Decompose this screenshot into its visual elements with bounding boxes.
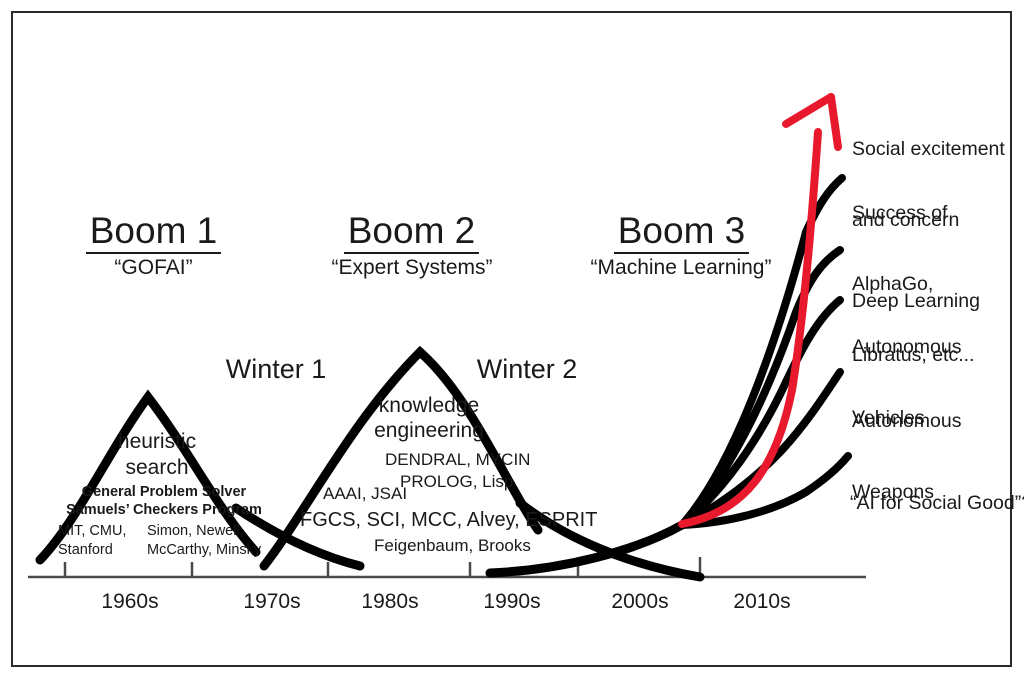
branch-label-deep-learning: Deep Learning	[852, 242, 1020, 361]
axis-label-1960s: 1960s	[101, 590, 159, 613]
winter-2-label: Winter 2	[476, 354, 578, 384]
boom-1-subtitle: “GOFAI”	[114, 256, 193, 279]
branch-label-autonomous-vehicles: Autonomous Vehicles	[852, 288, 1020, 478]
curve-boom-3-base	[485, 520, 687, 578]
branch-label-ai-social-good: “AI for Social Good”?	[850, 444, 1024, 563]
boom-1-places-line-1: MIT, CMU,	[58, 523, 127, 539]
boom-1-places-line-2: Stanford	[58, 542, 113, 558]
curve-winter-1-tail	[231, 503, 365, 571]
curve-boom-2	[259, 345, 543, 571]
curve-branch-ai-social-good	[678, 452, 852, 529]
boom-1-theme-line-2: search	[125, 456, 189, 479]
curve-boom-1	[35, 389, 261, 565]
boom-2-systems-line-2: PROLOG, Lisp	[400, 472, 514, 491]
branch-label-social-line-1: Social excitement	[852, 137, 1005, 160]
branch-label-alphago: Success of AlphaGo, Libratus, etc...	[852, 154, 1020, 416]
red-arrowhead-right	[827, 93, 842, 151]
branch-label-deep-learning-line-1: Deep Learning	[852, 289, 980, 312]
branch-label-social-line-2: and concern	[852, 208, 960, 231]
branch-label-alphago-line-3: Libratus, etc...	[852, 344, 975, 367]
boom-2-theme-line-2: engineering	[374, 419, 484, 442]
axis-label-1980s: 1980s	[361, 590, 419, 613]
boom-3-title: Boom 3	[614, 210, 749, 255]
boom-1-title: Boom 1	[86, 210, 221, 255]
boom-1-theme-line-1: heuristic	[117, 430, 197, 453]
branch-label-av-line-2: Vehicles	[852, 406, 925, 429]
branch-label-alphago-line-2: AlphaGo,	[852, 272, 934, 295]
red-arrowhead-left	[782, 93, 835, 128]
boom-2-programs: FGCS, SCI, MCC, Alvey, ESPRIT	[300, 509, 598, 531]
boom-1-people-line-1: Simon, Newell,	[147, 523, 244, 539]
x-axis-ticks	[63, 557, 702, 577]
branch-label-aw-line-2: Weapons	[852, 480, 935, 503]
curve-branch-deep-learning	[678, 246, 844, 529]
axis-label-1990s: 1990s	[483, 590, 541, 613]
boom-2-systems-line-1: DENDRAL, MYCIN	[385, 450, 531, 469]
boom-2-title: Boom 2	[344, 210, 479, 255]
boom-2-people: Feigenbaum, Brooks	[374, 536, 531, 555]
boom-2-theme-line-1: knowledge	[378, 394, 480, 417]
branch-label-aw-line-1: Autonomous	[852, 409, 962, 432]
curve-social-excitement-red	[678, 128, 822, 528]
branch-label-autonomous-weapons: Autonomous Weapons	[852, 362, 1020, 552]
branch-label-asg-line-1: “AI for Social Good”?	[850, 491, 1024, 514]
boom-1-people-line-2: McCarthy, Minsky	[147, 542, 262, 558]
boom-2-societies: AAAI, JSAI	[323, 484, 408, 503]
axis-label-2010s: 2010s	[733, 590, 791, 613]
figure-border	[11, 11, 1012, 667]
winter-1-label: Winter 1	[225, 354, 327, 384]
curve-branch-autonomous-vehicles	[678, 296, 844, 529]
branch-label-av-line-1: Autonomous	[852, 335, 962, 358]
axis-label-2000s: 2000s	[611, 590, 669, 613]
boom-2-subtitle: “Expert Systems”	[331, 256, 493, 279]
boom-1-programs-line-2: Samuels’ Checkers Program	[66, 502, 262, 518]
branch-label-social-excitement: Social excitement and concern	[852, 90, 1020, 280]
curve-branch-autonomous-weapons	[678, 368, 844, 529]
branch-label-alphago-line-1: Success of	[852, 201, 948, 224]
boom-3-subtitle: “Machine Learning”	[590, 256, 772, 279]
boom-1-programs-line-1: General Problem Solver	[81, 484, 247, 500]
axis-label-1970s: 1970s	[243, 590, 301, 613]
